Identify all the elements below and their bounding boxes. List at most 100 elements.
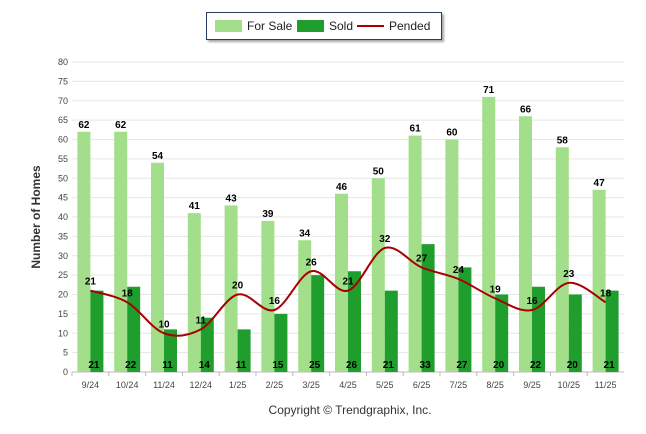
bar-sold — [311, 275, 325, 372]
x-tick-label: 7/25 — [450, 380, 468, 390]
bar-for-sale — [592, 189, 606, 372]
data-label-sold: 11 — [236, 360, 247, 371]
data-label-pended: 21 — [342, 277, 354, 288]
bar-for-sale — [187, 213, 201, 372]
x-tick-label: 9/25 — [523, 380, 541, 390]
data-label-for-sale: 66 — [520, 104, 532, 115]
bar-sold — [90, 290, 104, 372]
bar-for-sale — [519, 116, 532, 372]
data-label-sold: 20 — [493, 360, 505, 371]
y-axis-title: Number of Homes — [29, 165, 43, 269]
data-label-for-sale: 58 — [557, 135, 569, 146]
bar-for-sale — [114, 131, 128, 372]
x-tick-label: 6/25 — [413, 380, 431, 390]
data-label-for-sale: 60 — [446, 128, 458, 139]
data-label-sold: 22 — [125, 360, 137, 371]
y-tick-label: 25 — [58, 270, 68, 280]
data-label-for-sale: 47 — [594, 178, 606, 189]
x-tick-label: 5/25 — [376, 380, 394, 390]
data-label-sold: 27 — [456, 360, 468, 371]
data-label-for-sale: 39 — [262, 209, 274, 220]
data-label-sold: 15 — [272, 360, 284, 371]
bar-sold — [164, 329, 177, 372]
x-tick-label: 9/24 — [82, 380, 100, 390]
data-label-for-sale: 34 — [299, 228, 311, 239]
y-tick-label: 50 — [58, 173, 68, 183]
bar-sold — [200, 317, 214, 372]
legend: For Sale Sold Pended — [206, 12, 442, 40]
data-label-pended: 32 — [379, 234, 391, 245]
y-tick-label: 80 — [58, 57, 68, 67]
data-label-sold: 33 — [420, 360, 432, 371]
data-label-pended: 19 — [490, 284, 502, 295]
bar-sold — [568, 294, 582, 372]
y-tick-label: 5 — [63, 348, 68, 358]
data-label-pended: 21 — [85, 277, 97, 288]
y-tick-label: 20 — [58, 290, 68, 300]
x-tick-label: 10/24 — [116, 380, 139, 390]
bar-for-sale — [371, 178, 385, 372]
y-tick-label: 30 — [58, 251, 68, 261]
data-label-pended: 20 — [232, 281, 244, 292]
y-tick-label: 15 — [58, 309, 68, 319]
x-tick-label: 2/25 — [266, 380, 284, 390]
bar-sold — [348, 271, 361, 372]
y-tick-label: 55 — [58, 154, 68, 164]
data-label-for-sale: 61 — [410, 124, 422, 135]
legend-label-sold: Sold — [329, 19, 354, 33]
legend-label-for-sale: For Sale — [247, 19, 293, 33]
data-label-pended: 16 — [269, 296, 281, 307]
y-tick-label: 10 — [58, 328, 68, 338]
y-tick-label: 75 — [58, 76, 68, 86]
bar-for-sale — [335, 193, 348, 372]
series-line-pended — [90, 246, 607, 337]
data-label-sold: 11 — [162, 360, 173, 371]
data-label-for-sale: 62 — [115, 120, 127, 131]
data-label-sold: 25 — [309, 360, 321, 371]
y-tick-label: 45 — [58, 193, 68, 203]
y-tick-label: 40 — [58, 212, 68, 222]
data-label-for-sale: 71 — [483, 85, 495, 96]
legend-swatch-pended — [357, 25, 384, 27]
bar-sold — [237, 329, 251, 372]
data-label-pended: 26 — [306, 257, 318, 268]
data-label-sold: 20 — [567, 360, 579, 371]
legend-swatch-for-sale — [215, 20, 242, 32]
copyright-footer: Copyright © Trendgraphix, Inc. — [268, 403, 432, 417]
x-tick-label: 11/24 — [153, 380, 175, 390]
x-tick-label: 8/25 — [486, 380, 504, 390]
bar-sold — [127, 286, 141, 372]
data-label-pended: 27 — [416, 253, 428, 264]
x-tick-label: 4/25 — [339, 380, 357, 390]
legend-label-pended: Pended — [389, 19, 431, 33]
data-label-sold: 21 — [604, 360, 616, 371]
data-label-for-sale: 43 — [226, 193, 238, 204]
data-label-for-sale: 50 — [373, 166, 385, 177]
data-label-pended: 24 — [453, 265, 465, 276]
y-tick-label: 35 — [58, 231, 68, 241]
bar-sold — [384, 290, 398, 372]
y-tick-label: 70 — [58, 96, 68, 106]
data-label-for-sale: 54 — [152, 151, 164, 162]
y-tick-label: 65 — [58, 115, 68, 125]
bar-for-sale — [77, 131, 91, 372]
x-tick-label: 1/25 — [229, 380, 247, 390]
data-label-sold: 22 — [530, 360, 542, 371]
bar-sold — [605, 290, 619, 372]
data-label-sold: 21 — [88, 360, 100, 371]
data-label-pended: 23 — [563, 269, 575, 280]
data-label-pended: 11 — [196, 315, 207, 326]
data-label-sold: 26 — [346, 360, 358, 371]
y-tick-label: 60 — [58, 135, 68, 145]
bar-sold — [421, 244, 435, 372]
data-label-sold: 21 — [383, 360, 395, 371]
bar-for-sale — [408, 135, 422, 372]
data-label-sold: 14 — [199, 360, 211, 371]
x-tick-label: 10/25 — [558, 380, 581, 390]
data-label-for-sale: 46 — [336, 182, 348, 193]
data-label-for-sale: 62 — [78, 120, 90, 131]
bar-for-sale — [261, 220, 275, 372]
y-tick-label: 0 — [63, 367, 68, 377]
bar-sold — [274, 313, 288, 372]
bar-for-sale — [482, 96, 496, 372]
